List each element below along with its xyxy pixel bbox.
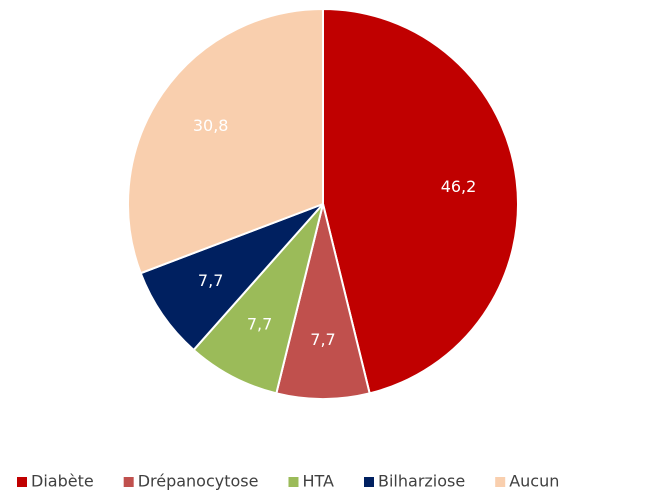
data-label: 46,2 bbox=[441, 177, 477, 196]
legend-label: HTA bbox=[302, 472, 334, 491]
legend-swatch bbox=[123, 477, 134, 487]
data-label: 30,8 bbox=[193, 116, 229, 135]
pie-slice bbox=[322, 7, 519, 395]
data-label: 7,7 bbox=[247, 314, 272, 333]
data-label: 7,7 bbox=[198, 271, 223, 290]
legend-swatch bbox=[288, 477, 299, 487]
legend-label: Diabète bbox=[31, 472, 94, 491]
legend-swatch bbox=[364, 477, 374, 487]
legend-swatch bbox=[495, 477, 506, 487]
pie-slice bbox=[127, 7, 324, 275]
legend-label: Bilharziose bbox=[378, 472, 465, 491]
pie-slice bbox=[192, 203, 324, 395]
legend-label: Aucun bbox=[509, 472, 559, 491]
legend-label: Drépanocytose bbox=[138, 472, 259, 491]
pie-slice bbox=[139, 203, 324, 352]
legend-swatch bbox=[17, 477, 27, 487]
pie-slice bbox=[275, 203, 371, 400]
data-label: 7,7 bbox=[310, 330, 335, 349]
